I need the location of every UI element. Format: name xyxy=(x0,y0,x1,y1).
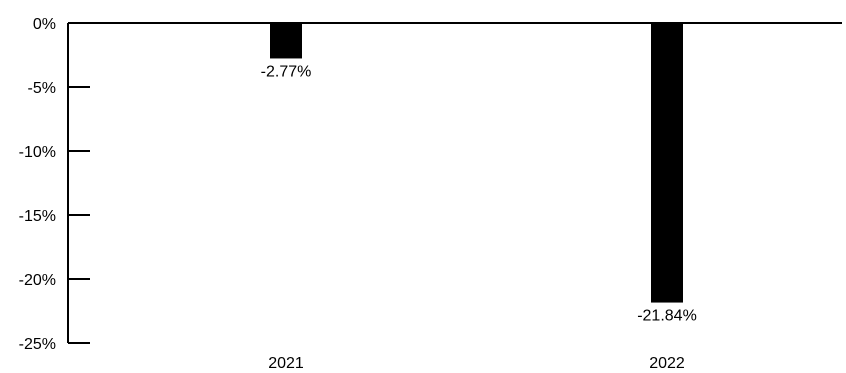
y-axis: 0% -5% -10% -15% -20% -25% xyxy=(19,16,90,353)
x-tick-label: 2022 xyxy=(649,355,685,372)
bar-2021 xyxy=(270,23,302,59)
y-tick-label: -10% xyxy=(19,144,56,161)
y-tick-label: -15% xyxy=(19,208,56,225)
data-label-2022: -21.84% xyxy=(637,308,697,325)
y-tick-label: -5% xyxy=(28,80,56,97)
bar-2022 xyxy=(651,23,683,303)
y-tick-label: -20% xyxy=(19,272,56,289)
y-tick-label: -25% xyxy=(19,336,56,353)
data-label-2021: -2.77% xyxy=(261,63,312,80)
x-axis-labels: 2021 2022 xyxy=(268,355,685,372)
bars: -2.77% -21.84% xyxy=(261,23,697,325)
x-tick-label: 2021 xyxy=(268,355,304,372)
y-tick-label: 0% xyxy=(33,16,56,33)
